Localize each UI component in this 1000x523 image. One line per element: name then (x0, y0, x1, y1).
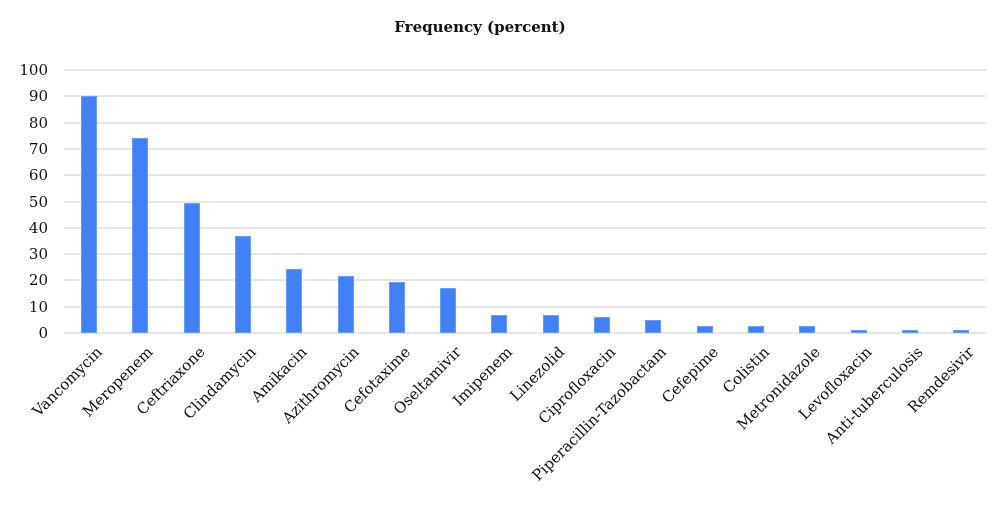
bar-cefepime (696, 326, 713, 333)
gridline (64, 305, 986, 308)
gridline (64, 279, 986, 282)
y-tick-label: 80 (28, 113, 48, 132)
bar-clindamycin (234, 235, 251, 333)
bar-anti-tuberculosis (901, 330, 918, 333)
y-tick-label: 30 (28, 245, 48, 264)
y-tick-label: 50 (28, 192, 48, 211)
y-tick-label: 70 (28, 139, 48, 158)
gridline (64, 174, 986, 177)
bar-vancomycin (81, 96, 97, 333)
bar-ceftriaxone (183, 202, 200, 333)
bar-piperacillin-tazobactam (645, 319, 662, 333)
gridline (64, 226, 986, 229)
y-tick-label: 20 (28, 271, 48, 290)
bar-imipenem (491, 314, 508, 333)
bar-amikacin (286, 268, 303, 333)
chart-title: Frequency (percent) (394, 18, 566, 36)
y-tick-label: 10 (28, 297, 48, 316)
bar-remdesivir (953, 330, 970, 333)
gridline (64, 253, 986, 256)
y-tick-label: 90 (28, 87, 48, 106)
y-tick-label: 60 (28, 166, 48, 185)
bar-levofloxacin (850, 330, 867, 333)
gridline (64, 95, 986, 98)
gridline (64, 332, 986, 334)
gridline (64, 147, 986, 150)
bar-cefotaxime (388, 281, 405, 333)
y-tick-label: 0 (38, 324, 48, 342)
bar-oseltamivir (440, 288, 457, 333)
bar-colistin (747, 326, 764, 333)
bar-azithromycin (337, 276, 354, 333)
gridline (64, 121, 986, 124)
y-tick-label: 40 (28, 218, 48, 237)
gridline (64, 200, 986, 203)
bar-metronidazole (799, 326, 816, 333)
bar-linezolid (542, 314, 559, 333)
gridline (64, 69, 986, 71)
y-tick-label: 100 (19, 61, 48, 79)
bar-meropenem (132, 138, 149, 333)
bar-ciprofloxacin (594, 317, 610, 333)
